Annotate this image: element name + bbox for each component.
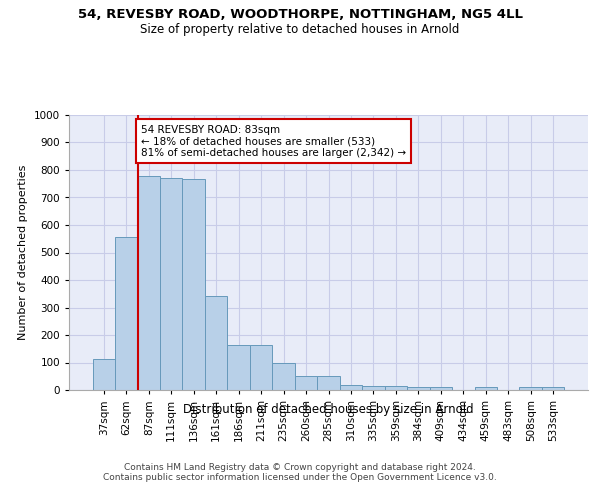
Bar	[250, 344, 272, 390]
Bar	[475, 387, 497, 390]
Bar	[430, 387, 452, 390]
Bar	[340, 385, 362, 390]
Bar	[272, 363, 295, 390]
Bar	[407, 387, 430, 390]
Text: Size of property relative to detached houses in Arnold: Size of property relative to detached ho…	[140, 22, 460, 36]
Text: Distribution of detached houses by size in Arnold: Distribution of detached houses by size …	[184, 402, 474, 415]
Text: 54 REVESBY ROAD: 83sqm
← 18% of detached houses are smaller (533)
81% of semi-de: 54 REVESBY ROAD: 83sqm ← 18% of detached…	[141, 124, 406, 158]
Bar	[182, 178, 205, 390]
Text: 54, REVESBY ROAD, WOODTHORPE, NOTTINGHAM, NG5 4LL: 54, REVESBY ROAD, WOODTHORPE, NOTTINGHAM…	[77, 8, 523, 20]
Bar	[137, 176, 160, 390]
Bar	[92, 359, 115, 390]
Bar	[542, 387, 565, 390]
Bar	[115, 236, 137, 390]
Bar	[295, 376, 317, 390]
Y-axis label: Number of detached properties: Number of detached properties	[18, 165, 28, 340]
Bar	[385, 386, 407, 390]
Bar	[160, 178, 182, 390]
Bar	[362, 386, 385, 390]
Bar	[520, 387, 542, 390]
Text: Contains HM Land Registry data © Crown copyright and database right 2024.
Contai: Contains HM Land Registry data © Crown c…	[103, 462, 497, 482]
Bar	[227, 344, 250, 390]
Bar	[317, 376, 340, 390]
Bar	[205, 296, 227, 390]
